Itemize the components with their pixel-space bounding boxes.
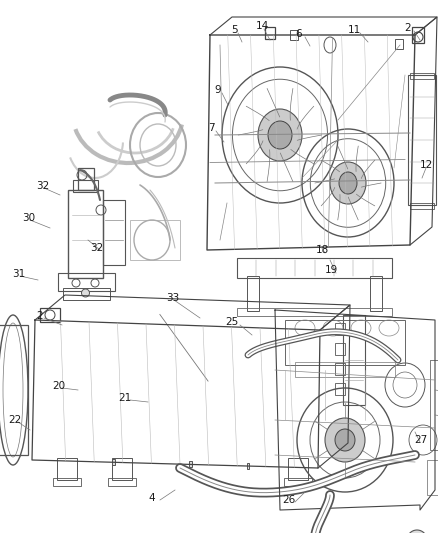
Text: 26: 26 bbox=[282, 495, 295, 505]
Bar bbox=[108, 478, 136, 486]
Text: 19: 19 bbox=[325, 265, 338, 275]
Bar bbox=[265, 27, 275, 39]
Ellipse shape bbox=[325, 418, 365, 462]
Bar bbox=[288, 458, 308, 480]
Text: 5: 5 bbox=[231, 25, 237, 35]
Ellipse shape bbox=[407, 530, 427, 533]
Text: 9: 9 bbox=[214, 85, 221, 95]
Bar bbox=[189, 462, 192, 467]
Text: 20: 20 bbox=[52, 381, 65, 391]
Text: 7: 7 bbox=[208, 123, 215, 133]
Bar bbox=[290, 30, 298, 40]
Bar bbox=[73, 180, 98, 192]
Ellipse shape bbox=[330, 162, 366, 204]
Bar bbox=[284, 478, 312, 486]
Ellipse shape bbox=[339, 172, 357, 194]
Ellipse shape bbox=[268, 121, 292, 149]
Bar bbox=[58, 273, 115, 291]
Bar bbox=[335, 363, 345, 375]
Text: 31: 31 bbox=[12, 269, 25, 279]
Bar bbox=[430, 360, 438, 450]
Text: 14: 14 bbox=[256, 21, 269, 31]
Bar bbox=[370, 276, 382, 311]
Bar bbox=[335, 383, 345, 395]
Text: 22: 22 bbox=[8, 415, 21, 425]
Bar bbox=[78, 168, 94, 190]
Bar bbox=[410, 203, 434, 209]
Bar bbox=[412, 27, 424, 43]
Text: 25: 25 bbox=[225, 317, 238, 327]
Bar bbox=[335, 343, 345, 355]
Text: 2: 2 bbox=[36, 311, 42, 321]
Text: 4: 4 bbox=[148, 493, 155, 503]
Bar bbox=[40, 308, 60, 322]
Bar bbox=[0, 325, 28, 455]
Text: 11: 11 bbox=[348, 25, 361, 35]
Bar bbox=[53, 478, 81, 486]
Bar bbox=[295, 362, 395, 377]
Bar bbox=[410, 73, 434, 79]
Bar bbox=[285, 320, 405, 365]
Text: 32: 32 bbox=[90, 243, 103, 253]
Text: 33: 33 bbox=[166, 293, 179, 303]
Bar bbox=[335, 323, 345, 335]
Bar bbox=[130, 220, 180, 260]
Bar bbox=[63, 288, 110, 300]
Bar bbox=[112, 458, 132, 480]
Bar bbox=[395, 39, 403, 49]
Text: 27: 27 bbox=[414, 435, 427, 445]
Bar bbox=[247, 276, 259, 311]
Text: 21: 21 bbox=[118, 393, 131, 403]
Ellipse shape bbox=[81, 289, 89, 297]
Bar bbox=[237, 308, 392, 316]
Ellipse shape bbox=[335, 429, 355, 451]
Text: 30: 30 bbox=[22, 213, 35, 223]
Bar bbox=[247, 463, 249, 469]
Text: 12: 12 bbox=[420, 160, 433, 170]
Bar bbox=[237, 258, 392, 278]
Text: 6: 6 bbox=[295, 29, 302, 39]
Bar bbox=[112, 459, 115, 465]
Bar bbox=[68, 190, 103, 278]
Bar bbox=[408, 75, 436, 205]
Text: 18: 18 bbox=[316, 245, 329, 255]
Bar bbox=[57, 458, 77, 480]
Ellipse shape bbox=[258, 109, 302, 161]
Text: 2: 2 bbox=[404, 23, 411, 33]
Bar bbox=[103, 200, 125, 265]
Text: 32: 32 bbox=[36, 181, 49, 191]
Bar bbox=[427, 460, 438, 495]
Bar bbox=[343, 315, 365, 405]
